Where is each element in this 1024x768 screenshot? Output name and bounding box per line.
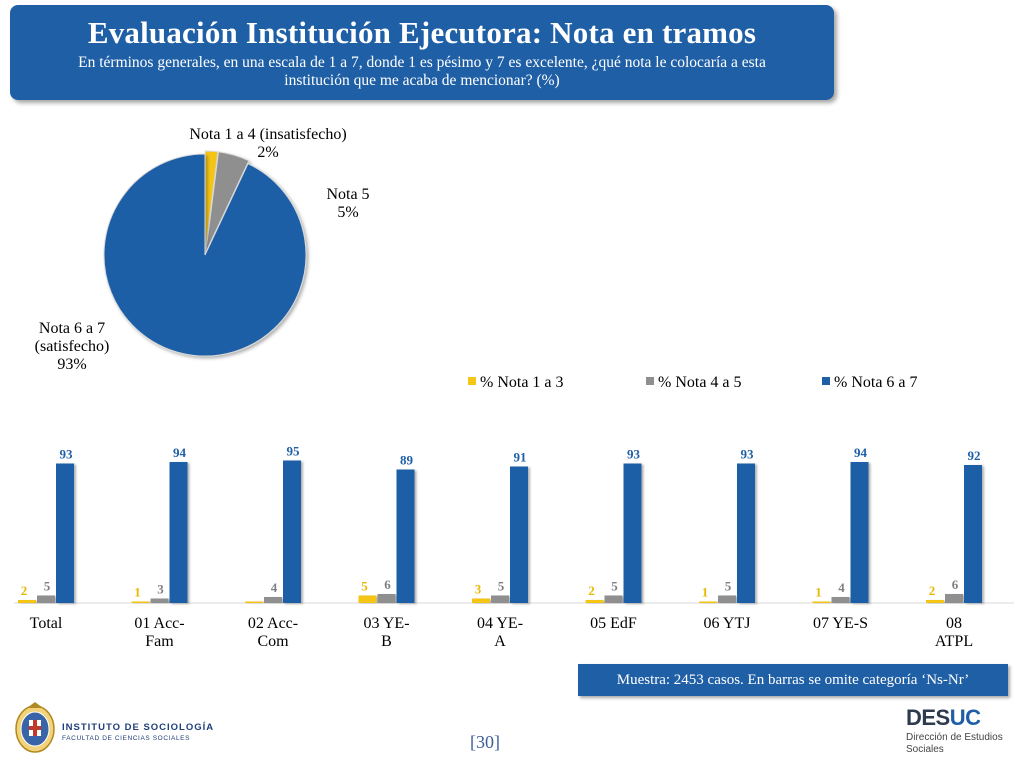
bar-s1-c2 [264,597,282,603]
category-label-3: 03 YE-B [363,615,409,650]
category-label-5: 05 EdF [590,615,637,632]
bar-s1-c0 [37,595,55,603]
bar-s2-c1 [169,462,188,603]
bar-label-s2-c1: 94 [173,445,187,460]
title-banner: Evaluación Institución Ejecutora: Nota e… [10,5,834,100]
bar-label-s1-c3: 6 [384,577,391,592]
bar-label-s2-c0: 93 [60,447,74,462]
institute-name: INSTITUTO DE SOCIOLOGÍA [62,722,215,733]
bar-label-s0-c1: 1 [134,585,141,600]
bar-s1-c1 [150,598,169,603]
bar-label-s0-c3: 5 [361,579,368,594]
bar-label-s1-c0: 5 [44,579,51,594]
legend-label-1: % Nota 4 a 5 [658,374,742,391]
bar-s0-c2 [245,601,263,603]
bar-s1-c5 [604,595,623,603]
bar-label-s1-c5: 5 [611,579,618,594]
bar-s0-c0 [18,600,36,603]
bar-label-s2-c8: 92 [968,448,981,463]
pie-slice-1 [205,151,250,253]
bar-label-s1-c6: 5 [725,579,732,594]
desuc-subtitle-2: Sociales [906,744,944,755]
legend-label-2: % Nota 6 a 7 [834,374,918,391]
bar-s0-c7 [812,601,831,603]
category-label-6: 06 YTJ [704,615,751,632]
bar-s2-c2 [283,460,301,603]
bar-label-s2-c7: 94 [854,445,868,460]
legend-swatch-0 [468,377,476,385]
bar-s1-c3 [377,594,396,603]
desuc-subtitle-1: Dirección de Estudios [906,732,1003,743]
bar-label-s0-c6: 1 [702,585,709,600]
bar-label-s2-c3: 89 [400,453,414,468]
category-label-0: Total [30,615,63,632]
bar-s0-c5 [585,600,604,603]
legend-swatch-2 [822,377,830,385]
bar-label-s0-c0: 2 [21,583,28,598]
bar-s0-c3 [358,595,377,603]
bar-s1-c7 [831,597,850,603]
sample-note: Muestra: 2453 casos. En barras se omite … [578,664,1008,696]
bar-label-s0-c4: 3 [475,582,482,597]
bar-s0-c1 [131,601,150,603]
category-label-4: 04 YE-A [477,615,523,650]
pie-label-0: Nota 1 a 4 (insatisfecho) 2% [189,126,346,161]
bar-s2-c7 [850,462,869,603]
bar-s2-c8 [964,465,982,603]
category-label-1: 01 Acc-Fam [134,615,184,650]
bar-s2-c0 [56,463,74,603]
bar-label-s1-c2: 4 [271,580,278,595]
desuc-brand: DESUC [906,706,1016,730]
bar-s1-c4 [491,595,509,603]
desuc-brand-uc: UC [949,705,981,730]
question-subtitle: En términos generales, en una escala de … [78,54,766,89]
category-label-7: 07 YE-S [813,615,868,632]
bar-s0-c6 [699,601,717,603]
university-crest-icon [15,702,55,753]
page-number: [30] [470,732,500,752]
pie-slice-0 [204,150,219,253]
bar-s2-c4 [510,466,528,603]
desuc-brand-des: DES [906,705,950,730]
legend-label-0: % Nota 1 a 3 [480,374,564,391]
bar-label-s0-c7: 1 [815,585,822,600]
bar-s2-c3 [396,469,415,603]
bar-s0-c8 [926,600,944,603]
bar-label-s2-c6: 93 [741,447,755,462]
bar-label-s2-c5: 93 [627,447,641,462]
page-title: Evaluación Institución Ejecutora: Nota e… [87,15,757,50]
bar-s2-c5 [623,463,642,603]
bar-label-s1-c7: 4 [838,580,845,595]
institute-faculty: FACULTAD DE CIENCIAS SOCIALES [62,735,191,742]
bar-label-s0-c8: 2 [929,583,936,598]
bar-label-s1-c1: 3 [157,582,164,597]
bar-chart: % Nota 1 a 3 % Nota 4 a 5 % Nota 6 a 7 2 5 93… [14,374,1014,650]
institute-logo: INSTITUTO DE SOCIOLOGÍA FACULTAD DE CIEN… [14,700,214,756]
pie-slice-2 [103,153,307,357]
pie-chart: Nota 1 a 4 (insatisfecho) 2% Nota 5 5% Nota … [35,126,370,373]
bar-label-s2-c2: 95 [287,444,301,459]
legend-swatch-1 [646,377,654,385]
pie-label-1: Nota 5 5% [326,186,369,221]
bar-s2-c6 [737,463,755,603]
bar-label-s2-c4: 91 [514,450,527,465]
category-label-8: 08 ATPL [935,615,973,650]
bar-label-s1-c4: 5 [498,579,505,594]
category-label-2: 02 Acc-Com [248,615,298,650]
bar-label-s0-c5: 2 [588,583,595,598]
desuc-logo: DESUC Dirección de Estudios Sociales [906,706,1016,756]
bar-s1-c6 [718,595,736,603]
bar-label-s1-c8: 6 [952,577,959,592]
pie-label-2: Nota 6 a 7 (satisfecho) 93% [35,320,110,373]
bar-s0-c4 [472,598,490,603]
bar-s1-c8 [945,594,963,603]
